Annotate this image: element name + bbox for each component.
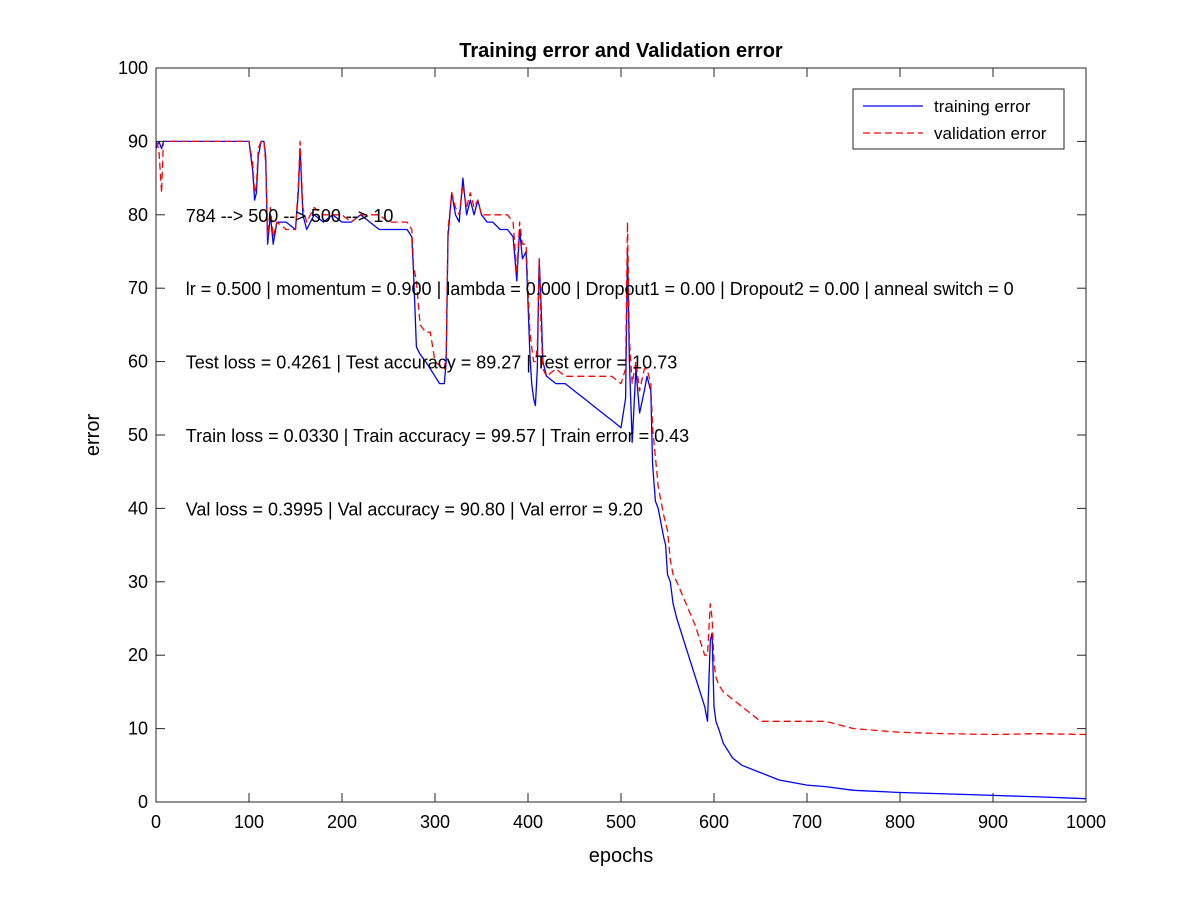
legend-label: training error [934, 97, 1031, 116]
series-layer [155, 140, 1087, 800]
x-tick-label: 300 [420, 812, 450, 832]
x-tick-label: 400 [513, 812, 543, 832]
series-line-validation-error [155, 140, 1087, 736]
x-tick-label: 100 [234, 812, 264, 832]
annotation-text: 784 --> 500 --> 500 --> 10 [186, 206, 394, 226]
series-line-training-error [155, 140, 1087, 800]
y-tick-label: 0 [138, 792, 148, 812]
annotation-text: lr = 0.500 | momentum = 0.900 | lambda =… [186, 279, 1014, 299]
x-tick-label: 600 [699, 812, 729, 832]
x-tick-label: 900 [978, 812, 1008, 832]
y-tick-label: 40 [128, 498, 148, 518]
x-tick-label: 500 [606, 812, 636, 832]
chart-title: Training error and Validation error [459, 40, 783, 62]
annotation-text: Test loss = 0.4261 | Test accuracy = 89.… [186, 353, 677, 373]
annotation-text: Val loss = 0.3995 | Val accuracy = 90.80… [186, 499, 643, 519]
y-tick-label: 80 [128, 205, 148, 225]
x-tick-label: 200 [327, 812, 357, 832]
y-tick-label: 100 [118, 58, 148, 78]
annotations-layer: 784 --> 500 --> 500 --> 10 lr = 0.500 | m… [186, 206, 1014, 520]
axes-background [156, 68, 1086, 802]
y-tick-label: 20 [128, 645, 148, 665]
legend: training error validation error [852, 88, 1065, 150]
y-tick-label: 90 [128, 131, 148, 151]
x-tick-label: 1000 [1066, 812, 1106, 832]
ticks-layer: 0 100 200 300 400 500 600 700 800 900 1000 0 10 20 30 4… [118, 58, 1106, 832]
y-tick-label: 50 [128, 425, 148, 445]
y-tick-label: 70 [128, 278, 148, 298]
legend-label: validation error [934, 124, 1047, 143]
x-tick-label: 700 [792, 812, 822, 832]
y-tick-label: 30 [128, 572, 148, 592]
plot-area [156, 68, 1086, 802]
x-tick-label: 800 [885, 812, 915, 832]
annotation-text: Train loss = 0.0330 | Train accuracy = 9… [186, 426, 689, 446]
y-tick-label: 60 [128, 352, 148, 372]
y-tick-label: 10 [128, 719, 148, 739]
y-axis-label: error [82, 414, 104, 457]
x-axis-label: epochs [589, 845, 654, 867]
legend-box [852, 88, 1065, 150]
x-tick-label: 0 [151, 812, 161, 832]
